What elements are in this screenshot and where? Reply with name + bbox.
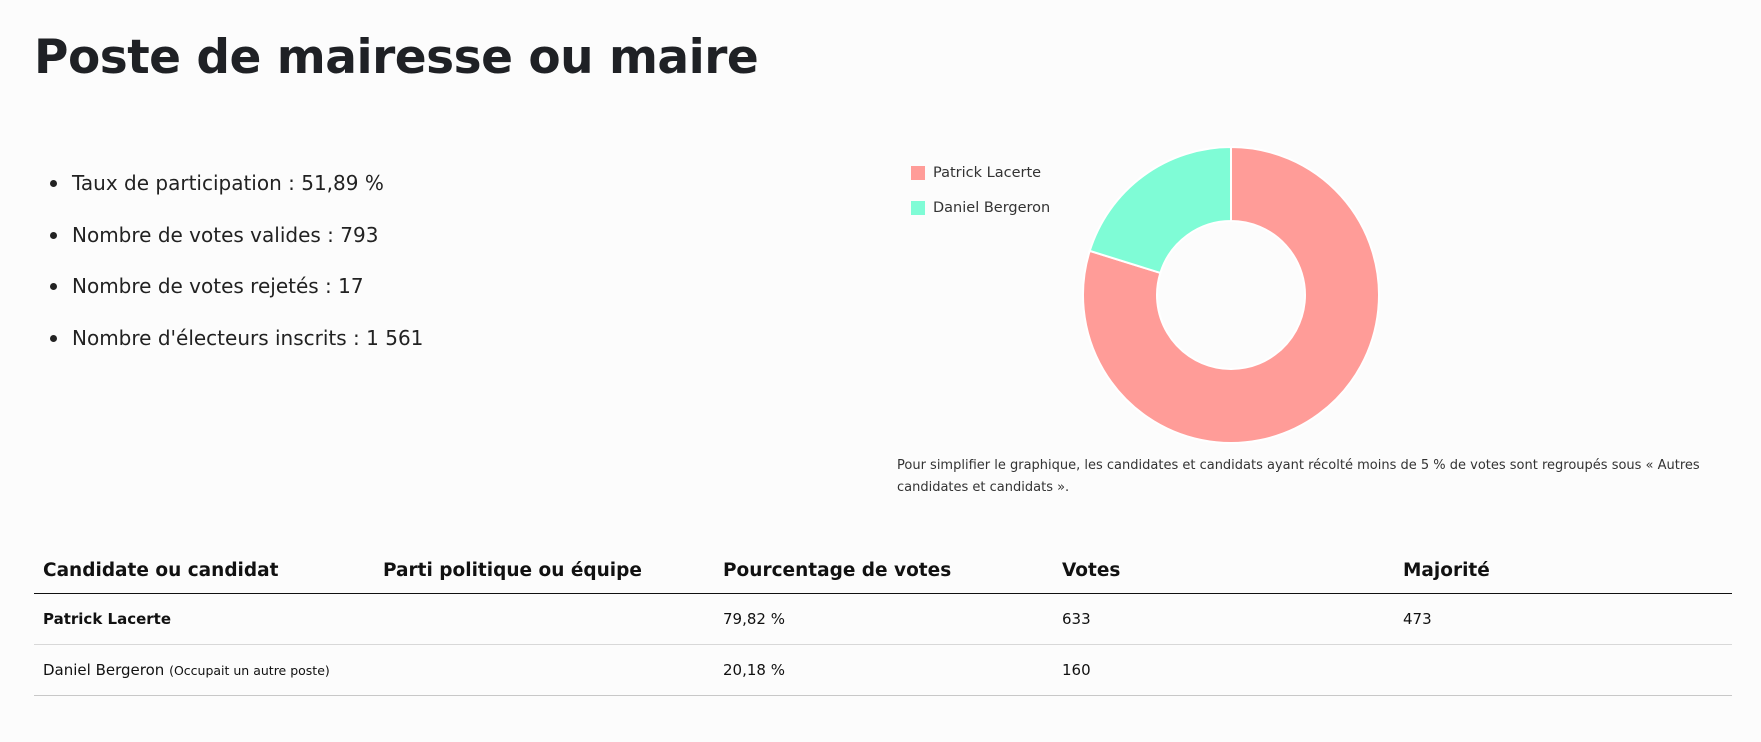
stat-registered-voters: Nombre d'électeurs inscrits : 1 561: [50, 323, 423, 375]
legend-item-patrick-lacerte[interactable]: Patrick Lacerte: [911, 155, 1050, 190]
header-party: Parti politique ou équipe: [383, 560, 642, 581]
header-percentage: Pourcentage de votes: [723, 560, 952, 581]
legend-item-daniel-bergeron[interactable]: Daniel Bergeron: [911, 190, 1050, 225]
stats-list: Taux de participation : 51,89 % Nombre d…: [50, 168, 423, 374]
chart-note: Pour simplifier le graphique, les candid…: [897, 458, 1700, 495]
header-majority: Majorité: [1403, 560, 1490, 581]
table-row: Patrick Lacerte 79,82 % 633 473: [34, 594, 1732, 645]
donut-slice-patrick-lacerte[interactable]: [1082, 145, 1380, 444]
bullet-icon: [50, 334, 57, 342]
candidate-name: Daniel Bergeron: [43, 661, 165, 679]
table-row: Daniel Bergeron (Occupait un autre poste…: [34, 645, 1732, 696]
results-table: Candidate ou candidat Parti politique ou…: [34, 548, 1732, 696]
candidate-votes: 160: [1062, 661, 1091, 679]
candidate-name: Patrick Lacerte: [43, 610, 171, 628]
bullet-icon: [50, 231, 57, 239]
candidate-votes: 633: [1062, 610, 1091, 628]
candidate-note: (Occupait un autre poste): [169, 663, 330, 678]
stat-participation: Taux de participation : 51,89 %: [50, 168, 423, 220]
candidate-majority: 473: [1403, 610, 1432, 628]
bullet-icon: [50, 283, 57, 290]
candidate-percentage: 79,82 %: [723, 610, 785, 628]
legend-swatch-1: [911, 200, 925, 215]
bullet-icon: [50, 180, 57, 187]
page-title: Poste de mairesse ou maire: [34, 30, 759, 85]
header-candidate: Candidate ou candidat: [43, 560, 279, 581]
stat-valid-votes: Nombre de votes valides : 793: [50, 220, 423, 272]
header-votes: Votes: [1062, 560, 1121, 581]
donut-slice-daniel-bergeron[interactable]: [1088, 145, 1232, 275]
table-header: Candidate ou candidat Parti politique ou…: [34, 548, 1732, 594]
stat-rejected-votes: Nombre de votes rejetés : 17: [50, 271, 423, 323]
legend-swatch-0: [911, 165, 925, 180]
candidate-name-cell: Daniel Bergeron (Occupait un autre poste…: [34, 661, 374, 679]
candidate-percentage: 20,18 %: [723, 661, 785, 679]
donut-chart: [1082, 145, 1380, 444]
chart-legend: Patrick Lacerte Daniel Bergeron: [911, 155, 1050, 225]
